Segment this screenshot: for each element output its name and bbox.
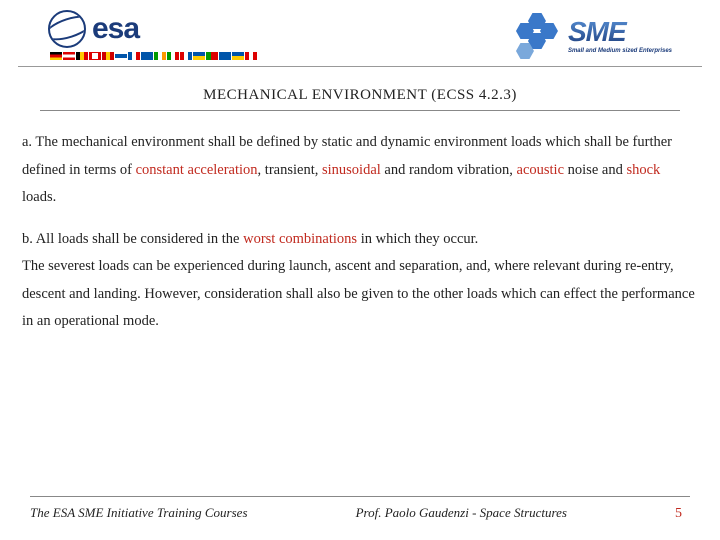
footer-center: Prof. Paolo Gaudenzi - Space Structures bbox=[356, 505, 567, 521]
flag-icon bbox=[219, 52, 231, 60]
flag-icon bbox=[76, 52, 88, 60]
text-run: b. All loads shall be considered in the bbox=[22, 231, 243, 247]
paragraph-b: b. All loads shall be considered in the … bbox=[22, 226, 698, 336]
flag-icon bbox=[193, 52, 205, 60]
flag-icon bbox=[102, 52, 114, 60]
flag-icon bbox=[180, 52, 192, 60]
text-run-red: shock bbox=[626, 162, 660, 178]
flag-icon bbox=[245, 52, 257, 60]
footer-rule bbox=[30, 496, 690, 497]
esa-globe-icon bbox=[48, 10, 86, 48]
header-bar: esa SME Small and Medium sized En bbox=[18, 0, 702, 67]
sme-tagline: Small and Medium sized Enterprises bbox=[568, 48, 672, 54]
flag-icon bbox=[232, 52, 244, 60]
sme-logo-block: SME Small and Medium sized Enterprises bbox=[512, 13, 672, 57]
text-run-red: sinusoidal bbox=[322, 162, 381, 178]
text-run: and random vibration, bbox=[381, 162, 517, 178]
flag-icon bbox=[167, 52, 179, 60]
esa-wordmark: esa bbox=[92, 12, 139, 46]
text-run: loads. bbox=[22, 189, 56, 205]
slide-title: MECHANICAL ENVIRONMENT (ECSS 4.2.3) bbox=[0, 87, 720, 104]
flag-icon bbox=[115, 52, 127, 60]
footer-left: The ESA SME Initiative Training Courses bbox=[30, 505, 248, 521]
flag-icon bbox=[128, 52, 140, 60]
member-flags-strip bbox=[50, 52, 257, 60]
flag-icon bbox=[50, 52, 62, 60]
flag-icon bbox=[154, 52, 166, 60]
text-run-red: acoustic bbox=[517, 162, 565, 178]
text-run-red: constant acceleration bbox=[136, 162, 258, 178]
text-run: noise and bbox=[564, 162, 626, 178]
body-content: a. The mechanical environment shall be d… bbox=[0, 111, 720, 336]
paragraph-a: a. The mechanical environment shall be d… bbox=[22, 129, 698, 212]
footer: The ESA SME Initiative Training Courses … bbox=[0, 496, 720, 522]
flag-icon bbox=[89, 52, 101, 60]
esa-logo-block: esa bbox=[48, 10, 257, 60]
flag-icon bbox=[63, 52, 75, 60]
esa-logo: esa bbox=[48, 10, 257, 48]
page-number: 5 bbox=[675, 506, 682, 522]
flag-icon bbox=[206, 52, 218, 60]
text-run: The severest loads can be experienced du… bbox=[22, 258, 695, 329]
text-run-red: worst combinations bbox=[243, 231, 357, 247]
sme-label: SME Small and Medium sized Enterprises bbox=[568, 16, 672, 54]
sme-wordmark: SME bbox=[568, 16, 672, 48]
sme-hex-icon bbox=[512, 13, 562, 57]
footer-row: The ESA SME Initiative Training Courses … bbox=[30, 505, 690, 522]
flag-icon bbox=[141, 52, 153, 60]
text-run: in which they occur. bbox=[357, 231, 478, 247]
text-run: , transient, bbox=[258, 162, 322, 178]
